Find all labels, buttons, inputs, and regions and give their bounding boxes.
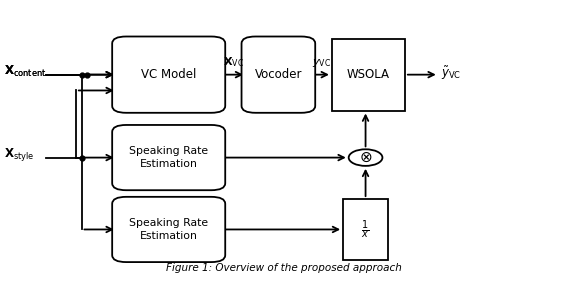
Text: Speaking Rate
Estimation: Speaking Rate Estimation — [129, 218, 208, 241]
Text: VC Model: VC Model — [141, 68, 197, 81]
FancyBboxPatch shape — [112, 125, 225, 190]
Text: $\mathbf{X}_{\mathrm{content}}$: $\mathbf{X}_{\mathrm{content}}$ — [4, 64, 47, 80]
Text: $\frac{1}{x}$: $\frac{1}{x}$ — [361, 218, 370, 241]
Text: $\mathbf{X}_{\mathrm{content}}$: $\mathbf{X}_{\mathrm{content}}$ — [4, 64, 47, 80]
Text: $\mathbf{X}_{\mathrm{VC}}$: $\mathbf{X}_{\mathrm{VC}}$ — [223, 55, 244, 69]
FancyBboxPatch shape — [332, 39, 405, 111]
FancyBboxPatch shape — [112, 36, 225, 113]
Circle shape — [349, 149, 382, 166]
Text: Speaking Rate
Estimation: Speaking Rate Estimation — [129, 146, 208, 169]
FancyBboxPatch shape — [112, 197, 225, 262]
Text: $\mathbf{X}_{\mathrm{style}}$: $\mathbf{X}_{\mathrm{style}}$ — [4, 146, 35, 163]
Text: $y_{\mathrm{VC}}$: $y_{\mathrm{VC}}$ — [312, 57, 331, 69]
Text: WSOLA: WSOLA — [347, 68, 390, 81]
Text: Figure 1: Overview of the proposed approach: Figure 1: Overview of the proposed appro… — [166, 263, 402, 273]
Text: $\tilde{y}_{\mathrm{VC}}$: $\tilde{y}_{\mathrm{VC}}$ — [441, 65, 462, 82]
Text: Vocoder: Vocoder — [254, 68, 302, 81]
Text: $\otimes$: $\otimes$ — [359, 150, 372, 165]
FancyBboxPatch shape — [343, 199, 388, 260]
FancyBboxPatch shape — [241, 36, 315, 113]
